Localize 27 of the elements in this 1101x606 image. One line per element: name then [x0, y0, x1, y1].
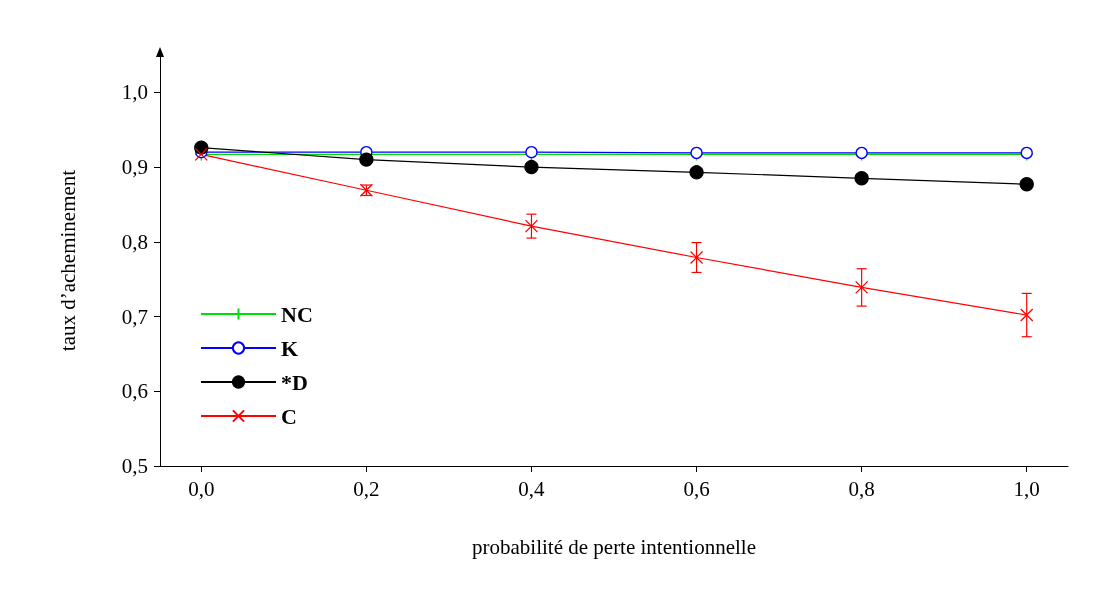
legend-label: K — [281, 335, 299, 361]
y-tick-label: 0,6 — [121, 379, 148, 404]
point — [854, 280, 869, 295]
y-tick-label: 1,0 — [121, 80, 148, 105]
point — [689, 165, 704, 180]
y-axis-title: taux d’acheminement — [55, 169, 80, 352]
x-tick-label: 0,8 — [848, 476, 875, 501]
x-tick-label: 0,6 — [683, 476, 710, 501]
y-tick-label: 0,9 — [121, 155, 148, 180]
x-tick-label: 0,2 — [353, 476, 380, 501]
legend-label: *D — [281, 369, 308, 395]
legend-label: C — [281, 403, 297, 429]
point — [689, 250, 704, 265]
point — [524, 219, 539, 233]
legend-label: NC — [281, 301, 313, 327]
x-tick-label: 0,4 — [518, 476, 546, 501]
x-tick-label: 1,0 — [1013, 476, 1040, 501]
point — [854, 171, 869, 186]
x-tick-label: 0,0 — [188, 476, 215, 501]
y-tick-label: 0,8 — [121, 229, 148, 254]
y-tick-label: 0,5 — [121, 454, 148, 478]
point — [359, 152, 374, 167]
point — [524, 159, 539, 175]
y-tick-label: 0,7 — [121, 304, 148, 329]
point — [1019, 177, 1034, 192]
x-axis-title: probabilité de perte intentionnelle — [472, 534, 756, 559]
point — [1020, 308, 1034, 322]
